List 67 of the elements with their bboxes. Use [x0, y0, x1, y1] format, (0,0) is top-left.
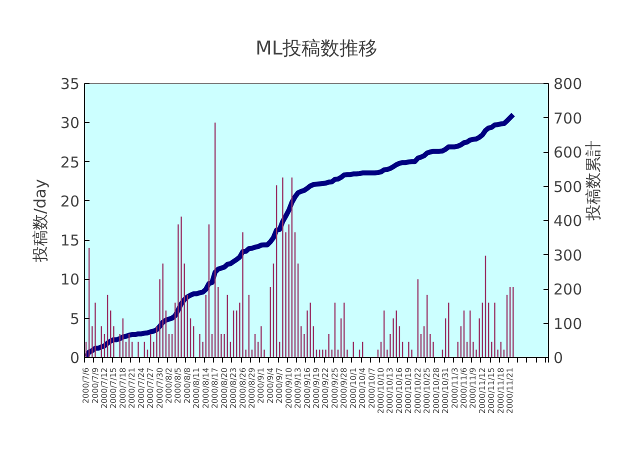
x-tick-label: 2000/9/4 — [266, 367, 275, 404]
x-tick-label: 2000/8/5 — [174, 367, 183, 404]
x-tick-label: 2000/9/1 — [256, 367, 266, 404]
x-tick-label: 2000/7/6 — [82, 367, 91, 404]
y2-tick-label: 200 — [554, 280, 582, 298]
y2-tick-label: 700 — [554, 109, 582, 128]
y2-tick-label: 0 — [554, 349, 564, 367]
x-tick-label: 2000/11/21 — [506, 368, 515, 414]
x-tick-label: 2000/9/19 — [312, 367, 321, 409]
x-tick-label: 2000/9/13 — [294, 367, 303, 409]
x-tick-label: 2000/8/17 — [210, 367, 220, 409]
x-tick-label: 2000/7/9 — [90, 367, 100, 404]
x-tick-label: 2000/8/11 — [192, 367, 202, 409]
x-tick-label: 2000/10/28 — [432, 368, 441, 414]
x-tick-label: 2000/10/10 — [376, 368, 386, 414]
x-tick-label: 2000/9/22 — [321, 367, 330, 409]
y2-tick-label: 300 — [554, 246, 582, 264]
x-tick-label: 2000/7/24 — [136, 367, 146, 409]
x-tick-label: 2000/8/14 — [201, 367, 210, 409]
y2-tick-label: 500 — [554, 178, 582, 196]
x-tick-label: 2000/10/7 — [367, 367, 376, 409]
x-tick-label: 2000/8/26 — [238, 367, 248, 409]
x-tick-label: 2000/8/2 — [164, 367, 174, 404]
y-tick-label: 30 — [60, 114, 80, 132]
x-tick-label: 2000/9/25 — [330, 367, 340, 409]
x-tick-label: 2000/11/15 — [487, 368, 496, 414]
x-tick-label: 2000/7/21 — [128, 367, 137, 409]
y-axis-title: 投稿数/day — [30, 179, 50, 263]
x-tick-label: 2000/10/1 — [348, 367, 358, 409]
y-tick-label: 0 — [70, 349, 80, 367]
y-tick-label: 5 — [70, 310, 80, 328]
y2-tick-label: 600 — [554, 144, 582, 162]
x-tick-label: 2000/7/27 — [146, 367, 156, 409]
y2-tick-label: 400 — [554, 212, 582, 230]
x-tick-label: 2000/8/20 — [220, 367, 229, 409]
chart-title: ML投稿数推移 — [256, 38, 378, 60]
x-tick-label: 2000/9/10 — [284, 367, 294, 409]
x-tick-label: 2000/8/29 — [247, 367, 256, 409]
x-tick-label: 2000/9/16 — [302, 367, 312, 409]
x-tick-label: 2000/10/22 — [413, 368, 422, 414]
x-tick-label: 2000/8/8 — [182, 367, 192, 404]
x-tick-label: 2000/10/25 — [422, 368, 432, 414]
x-tick-label: 2000/11/6 — [459, 367, 468, 409]
y-tick-label: 35 — [60, 75, 80, 93]
x-tick-label: 2000/11/9 — [468, 367, 478, 409]
x-tick-label: 2000/10/13 — [386, 368, 395, 414]
y2-tick-label: 100 — [554, 314, 582, 333]
x-tick-label: 2000/11/3 — [450, 367, 460, 409]
x-tick-label: 2000/11/12 — [478, 368, 487, 414]
x-tick-label: 2000/10/31 — [441, 368, 450, 414]
x-tick-label: 2000/7/15 — [109, 367, 118, 409]
y-tick-label: 10 — [60, 270, 80, 289]
x-tick-label: 2000/11/18 — [496, 368, 506, 414]
y2-tick-label: 800 — [554, 75, 582, 93]
y2-axis-title: 投稿数累計 — [584, 140, 603, 222]
x-tick-label: 2000/9/7 — [275, 367, 284, 404]
y-tick-label: 15 — [60, 232, 80, 250]
x-tick-label: 2000/9/28 — [340, 367, 349, 409]
x-tick-label: 2000/10/19 — [404, 368, 414, 414]
x-tick-label: 2000/7/18 — [118, 367, 128, 409]
x-tick-label: 2000/7/12 — [100, 367, 109, 409]
x-tick-label: 2000/7/30 — [155, 367, 164, 409]
x-tick-label: 2000/10/16 — [394, 368, 404, 414]
x-tick-label: 2000/8/23 — [229, 367, 238, 409]
y-tick-label: 20 — [60, 192, 80, 210]
x-tick-label: 2000/10/4 — [358, 367, 368, 409]
y-tick-label: 25 — [60, 153, 80, 172]
